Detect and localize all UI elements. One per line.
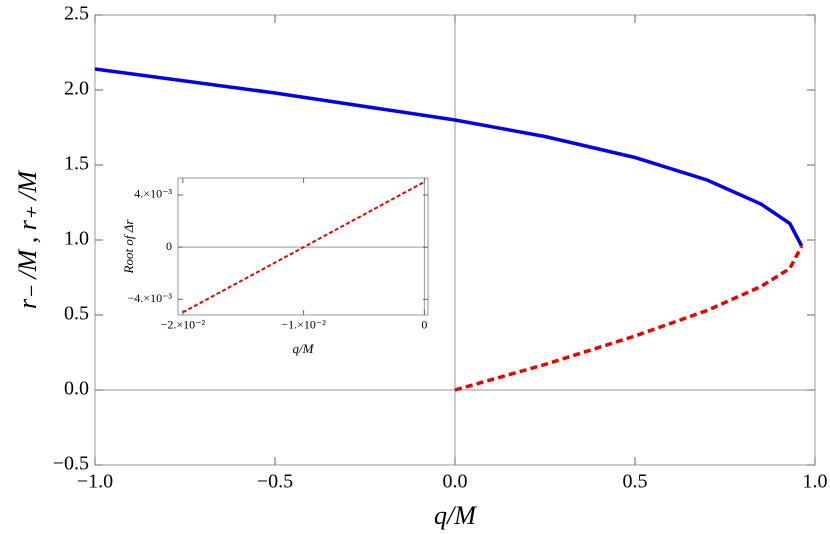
- y-tick-label: 2.0: [64, 78, 89, 100]
- x-tick-label: 0: [421, 318, 427, 332]
- y-tick-label: 0.0: [64, 378, 89, 400]
- x-tick-label: 0.5: [623, 471, 648, 493]
- y-axis-label: Root of Δr: [121, 219, 136, 275]
- series-line: [454, 245, 804, 392]
- y-tick-label: 0.5: [64, 303, 89, 325]
- x-tick-label: −1.×10⁻²: [281, 318, 326, 332]
- x-tick-label: 1.0: [803, 471, 828, 493]
- y-axis-label: r₋ /M , r₊ /M: [13, 170, 42, 309]
- series-line: [182, 181, 425, 314]
- x-tick-label: −1.0: [77, 471, 113, 493]
- x-tick-label: −2.×10⁻²: [161, 318, 206, 332]
- x-axis-label: q/M: [293, 341, 315, 356]
- y-tick-label: 0: [166, 239, 172, 253]
- y-tick-label: 1.5: [64, 153, 89, 175]
- y-tick-label: 1.0: [64, 228, 89, 250]
- x-tick-label: 0.0: [443, 471, 468, 493]
- x-tick-label: −0.5: [257, 471, 293, 493]
- y-tick-label: 4.×10⁻³: [134, 187, 172, 201]
- y-tick-label: −0.5: [53, 453, 89, 475]
- y-tick-label: −4.×10⁻³: [128, 291, 173, 305]
- x-axis-label: q/M: [434, 501, 477, 530]
- y-tick-label: 2.5: [64, 3, 89, 25]
- series-line: [94, 67, 804, 247]
